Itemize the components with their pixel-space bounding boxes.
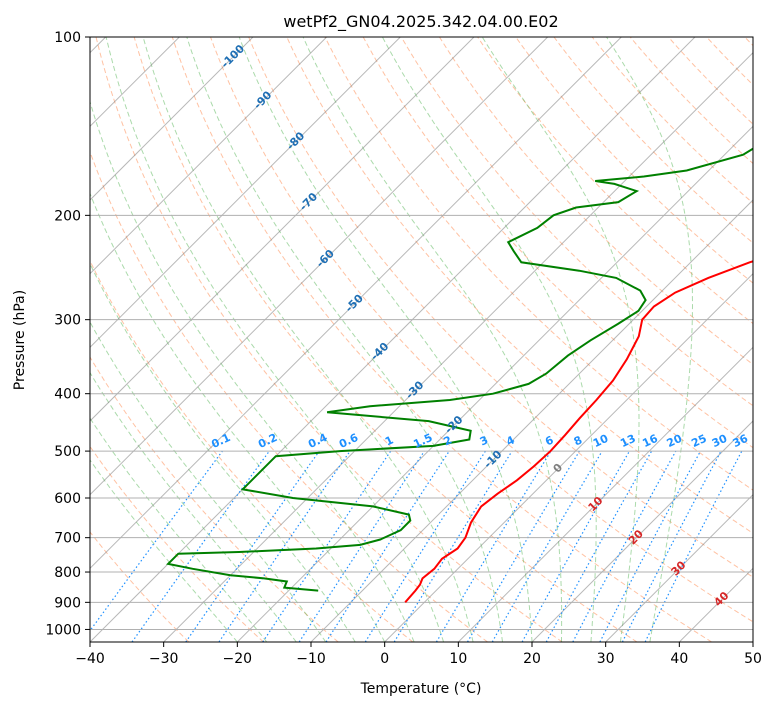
mixing-ratio-line <box>298 450 425 642</box>
dry-adiabat <box>286 37 753 534</box>
moist-adiabat <box>186 37 503 642</box>
dry-adiabat <box>90 150 488 642</box>
y-tick-label: 1000 <box>45 622 81 638</box>
isotherm <box>90 37 401 349</box>
mixing-ratio-label: 30 <box>710 432 730 450</box>
x-axis: −40 −30 −20 −10 0 10 20 30 40 50 <box>75 642 762 667</box>
mixing-ratio-line <box>521 450 631 642</box>
y-tick-label: 200 <box>54 208 81 224</box>
temperature-line <box>404 260 753 603</box>
x-tick-label: −10 <box>296 651 326 667</box>
dry-adiabat <box>362 37 753 449</box>
isotherm <box>90 37 549 496</box>
mixing-ratio-line <box>572 450 677 642</box>
dry-adiabat <box>591 37 753 204</box>
x-axis-label: Temperature (°C) <box>360 681 482 697</box>
isotherm <box>310 199 753 642</box>
y-axis-label: Pressure (hPa) <box>12 290 28 390</box>
x-tick-label: 0 <box>380 651 389 667</box>
y-tick-label: 300 <box>54 313 81 329</box>
x-tick-label: 30 <box>597 651 615 667</box>
dry-adiabat <box>90 259 414 642</box>
y-tick-label: 500 <box>54 444 81 460</box>
mixing-ratio-line <box>262 450 392 642</box>
isotherm <box>605 493 753 642</box>
isotherm <box>90 37 696 642</box>
moist-adiabat <box>381 37 597 642</box>
isotherm <box>236 125 753 642</box>
mixing-ratio-line <box>545 450 653 642</box>
mixing-ratio-label: 36 <box>731 432 751 450</box>
x-tick-label: −40 <box>75 651 105 667</box>
mixing-ratio-label: 25 <box>689 432 708 450</box>
mixing-ratio-line <box>131 450 270 642</box>
dry-adiabat <box>438 37 753 366</box>
moist-adiabat <box>90 321 327 642</box>
x-tick-label: −20 <box>223 651 253 667</box>
moist-adiabat <box>238 37 533 642</box>
isotherm <box>531 420 753 642</box>
dry-adiabat <box>210 37 753 623</box>
isotherm <box>90 37 254 201</box>
plot-frame <box>89 36 754 643</box>
mixing-ratio-line <box>393 450 513 642</box>
moist-adiabat <box>90 459 238 642</box>
isotherm <box>90 37 328 275</box>
moist-adiabat <box>302 37 563 642</box>
dry-adiabat <box>477 37 753 325</box>
moist-adiabat <box>90 192 386 642</box>
dry-adiabat <box>515 37 753 284</box>
mixing-ratio-line <box>644 450 743 642</box>
dry-adiabat <box>171 37 712 642</box>
y-tick-label: 100 <box>54 30 81 46</box>
background-lines <box>90 37 753 642</box>
mixing-ratio-label: 10 <box>591 432 611 450</box>
y-tick-label: 700 <box>54 531 81 547</box>
mixing-ratio-line <box>325 450 450 642</box>
isotherm <box>384 272 753 642</box>
isotherm <box>90 37 622 570</box>
chart-title: wetPf2_GN04.2025.342.04.00.E02 <box>283 12 558 32</box>
y-tick-label: 400 <box>54 387 81 403</box>
dry-adiabat <box>248 37 753 578</box>
moist-adiabat <box>606 37 693 642</box>
dry-adiabat <box>90 356 339 642</box>
plot-background <box>90 37 753 642</box>
x-tick-label: 20 <box>523 651 541 667</box>
isotherm <box>457 346 753 642</box>
moist-adiabat <box>90 262 356 642</box>
mixing-ratio-line <box>90 450 223 632</box>
y-tick-label: 600 <box>54 491 81 507</box>
isotherm <box>752 641 753 642</box>
mixing-ratio-label: 16 <box>640 432 660 450</box>
x-tick-label: 10 <box>449 651 467 667</box>
mixing-ratio-label: 13 <box>618 432 637 450</box>
dry-adiabat <box>324 37 753 491</box>
y-tick-label: 800 <box>54 565 81 581</box>
dry-adiabat <box>400 37 753 407</box>
mixing-ratio-line <box>185 450 320 642</box>
x-tick-label: −30 <box>149 651 179 667</box>
pressure-gridlines <box>90 37 753 630</box>
mixing-ratio-label: 20 <box>665 432 685 450</box>
dry-adiabat <box>90 531 190 642</box>
isotherm <box>163 51 753 642</box>
mixing-ratio-line <box>218 450 351 642</box>
dewpoint-line <box>166 147 753 592</box>
moist-adiabat <box>90 417 268 642</box>
x-tick-label: 50 <box>744 651 762 667</box>
dry-adiabat <box>95 37 563 642</box>
moist-adiabat <box>142 37 474 642</box>
moist-adiabat <box>105 37 445 642</box>
isotherm <box>90 37 475 422</box>
profile-lines <box>166 147 753 603</box>
y-axis: 100 200 300 400 500 600 700 800 900 1000 <box>45 30 90 638</box>
x-tick-label: 40 <box>670 651 688 667</box>
y-tick-label: 900 <box>54 595 81 611</box>
